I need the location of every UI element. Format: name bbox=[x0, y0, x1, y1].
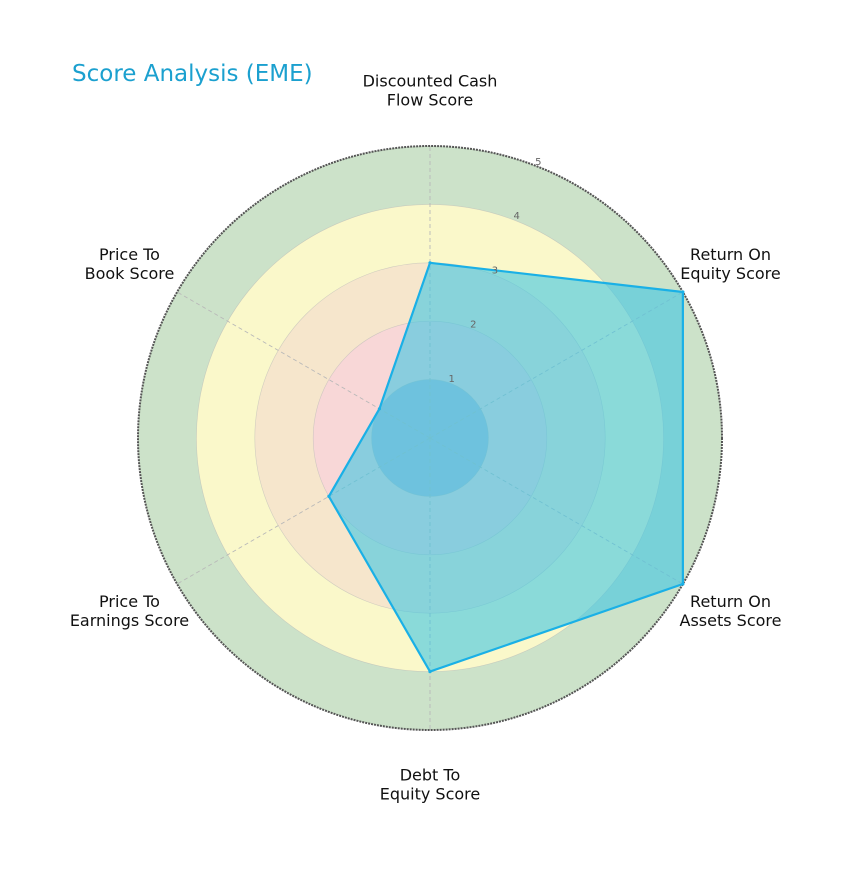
outer-ring bbox=[137, 145, 723, 731]
axis-label-1-line-1: Equity Score bbox=[680, 264, 781, 283]
data-point-1 bbox=[681, 290, 685, 294]
axis-label-0-line-0: Discounted Cash bbox=[363, 72, 498, 91]
data-point-2 bbox=[681, 582, 685, 586]
axis-label-2-line-1: Assets Score bbox=[680, 611, 782, 630]
tick-label-5: 5 bbox=[535, 157, 541, 168]
axis-label-2-line-0: Return On bbox=[690, 592, 771, 611]
axis-label-4-line-0: Price To bbox=[99, 592, 160, 611]
tick-labels: 1 2 3 4 5 bbox=[448, 157, 541, 385]
tick-label-2: 2 bbox=[470, 320, 476, 331]
tick-label-3: 3 bbox=[492, 265, 498, 276]
data-point-3 bbox=[428, 670, 432, 674]
chart-title: Score Analysis (EME) bbox=[72, 61, 313, 87]
axis-label-3-line-0: Debt To bbox=[400, 766, 461, 785]
data-point-0 bbox=[428, 261, 432, 265]
series-layer bbox=[327, 261, 685, 674]
tick-label-4: 4 bbox=[513, 211, 519, 222]
axis-label-0-line-1: Flow Score bbox=[387, 91, 473, 110]
axis-label-3-line-1: Equity Score bbox=[380, 785, 481, 804]
axis-label-5-line-0: Price To bbox=[99, 245, 160, 264]
axis-label-4-line-1: Earnings Score bbox=[70, 611, 189, 630]
data-point-4 bbox=[327, 494, 331, 498]
axis-label-1-line-0: Return On bbox=[690, 245, 771, 264]
axis-label-5-line-1: Book Score bbox=[85, 264, 175, 283]
data-point-5 bbox=[377, 407, 382, 411]
tick-label-1: 1 bbox=[448, 374, 454, 385]
